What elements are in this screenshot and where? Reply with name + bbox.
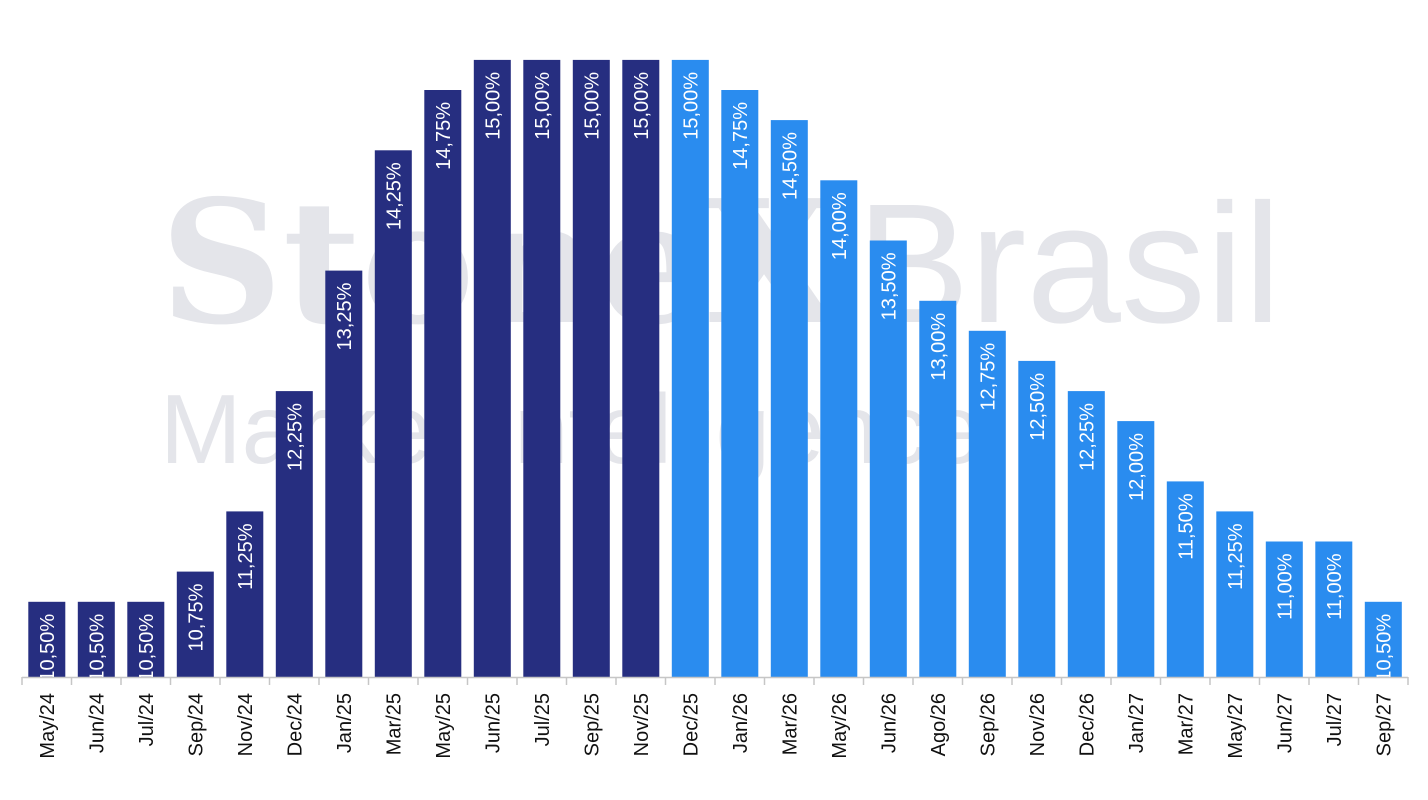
bar (1315, 541, 1353, 677)
bar-value-label: 15,00% (482, 72, 504, 140)
x-tick-label: Jan/26 (730, 693, 752, 753)
x-tick-label: Dec/26 (1076, 693, 1098, 756)
bar (325, 270, 363, 677)
x-tick-label: Nov/24 (235, 693, 257, 756)
bar (77, 601, 115, 678)
bar (919, 300, 957, 678)
bar-value-label: 12,75% (977, 343, 999, 411)
bar-value-label: 10,75% (185, 583, 207, 651)
x-tick-label: Dec/25 (680, 693, 702, 756)
x-tick-label: Jun/25 (482, 693, 504, 753)
x-tick-label: Jul/27 (1324, 693, 1346, 746)
bar-value-label: 11,50% (1175, 493, 1197, 560)
bar-value-label: 12,00% (1126, 433, 1148, 501)
bar (127, 601, 165, 678)
bar (572, 59, 610, 677)
bar-value-label: 12,50% (1027, 373, 1049, 441)
bar-value-label: 10,50% (86, 614, 108, 682)
x-tick-label: Jan/27 (1126, 693, 1148, 753)
bar (28, 601, 66, 678)
x-tick-label: May/25 (433, 693, 455, 759)
bar (869, 240, 907, 677)
bar (1265, 541, 1303, 677)
bar-value-label: 10,50% (1373, 614, 1395, 682)
x-tick-label: Dec/24 (284, 693, 306, 756)
x-tick-label: May/27 (1225, 693, 1247, 759)
x-tick-label: Mar/27 (1175, 693, 1197, 755)
bar-value-label: 14,75% (730, 102, 752, 170)
bar-value-label: 15,00% (581, 72, 603, 140)
bar-value-label: 11,00% (1324, 553, 1346, 620)
x-tick-label: Jul/24 (136, 693, 158, 746)
bar (176, 571, 214, 677)
bar (1018, 360, 1056, 677)
bar (1216, 511, 1254, 677)
x-tick-label: Sep/25 (581, 693, 603, 756)
bar-value-label: 13,00% (928, 313, 950, 381)
x-tick-label: Nov/25 (631, 693, 653, 756)
x-tick-label: Jun/27 (1274, 693, 1296, 753)
bar (622, 59, 660, 677)
x-tick-label: Nov/26 (1027, 693, 1049, 756)
x-tick-label: Jun/26 (878, 693, 900, 753)
x-tick-label: Mar/26 (779, 693, 801, 755)
bar-value-label: 12,25% (1076, 403, 1098, 471)
bar-value-label: 14,50% (779, 132, 801, 200)
x-tick-label: Sep/26 (977, 693, 999, 756)
bar (523, 59, 561, 677)
x-tick-label: Jan/25 (334, 693, 356, 753)
bar (671, 59, 709, 677)
x-tick-label: Jul/25 (532, 693, 554, 746)
bar (424, 90, 462, 677)
bar-value-label: 11,00% (1274, 553, 1296, 620)
bar (226, 511, 264, 677)
bar (770, 120, 808, 678)
x-tick-label: Ago/26 (928, 693, 950, 756)
x-tick-label: May/26 (829, 693, 851, 759)
bar (1067, 391, 1105, 677)
x-tick-label: Sep/27 (1373, 693, 1395, 756)
bar-value-label: 15,00% (680, 72, 702, 140)
x-tick-label: Mar/25 (383, 693, 405, 755)
bar-value-label: 15,00% (532, 72, 554, 140)
bar (473, 59, 511, 677)
x-tick-label: May/24 (37, 693, 59, 759)
bar-value-label: 10,50% (37, 614, 59, 682)
bar-value-label: 14,75% (433, 102, 455, 170)
bar (374, 150, 412, 678)
bar (1166, 481, 1204, 677)
bar (1364, 601, 1402, 678)
bar-value-label: 14,00% (829, 192, 851, 260)
bar-value-label: 10,50% (136, 614, 158, 682)
bar (275, 391, 313, 677)
bar (820, 180, 858, 678)
bar (968, 330, 1006, 677)
bar-value-label: 13,25% (334, 282, 356, 350)
bar-value-label: 13,50% (878, 252, 900, 320)
bar (1117, 421, 1155, 677)
bar-value-label: 12,25% (284, 403, 306, 471)
x-tick-label: Sep/24 (185, 693, 207, 756)
bar-value-label: 11,25% (235, 523, 257, 590)
bar-value-label: 15,00% (631, 72, 653, 140)
bar (721, 90, 759, 677)
x-tick-label: Jun/24 (86, 693, 108, 753)
bar-value-label: 11,25% (1225, 523, 1247, 590)
bar-value-label: 14,25% (383, 162, 405, 230)
